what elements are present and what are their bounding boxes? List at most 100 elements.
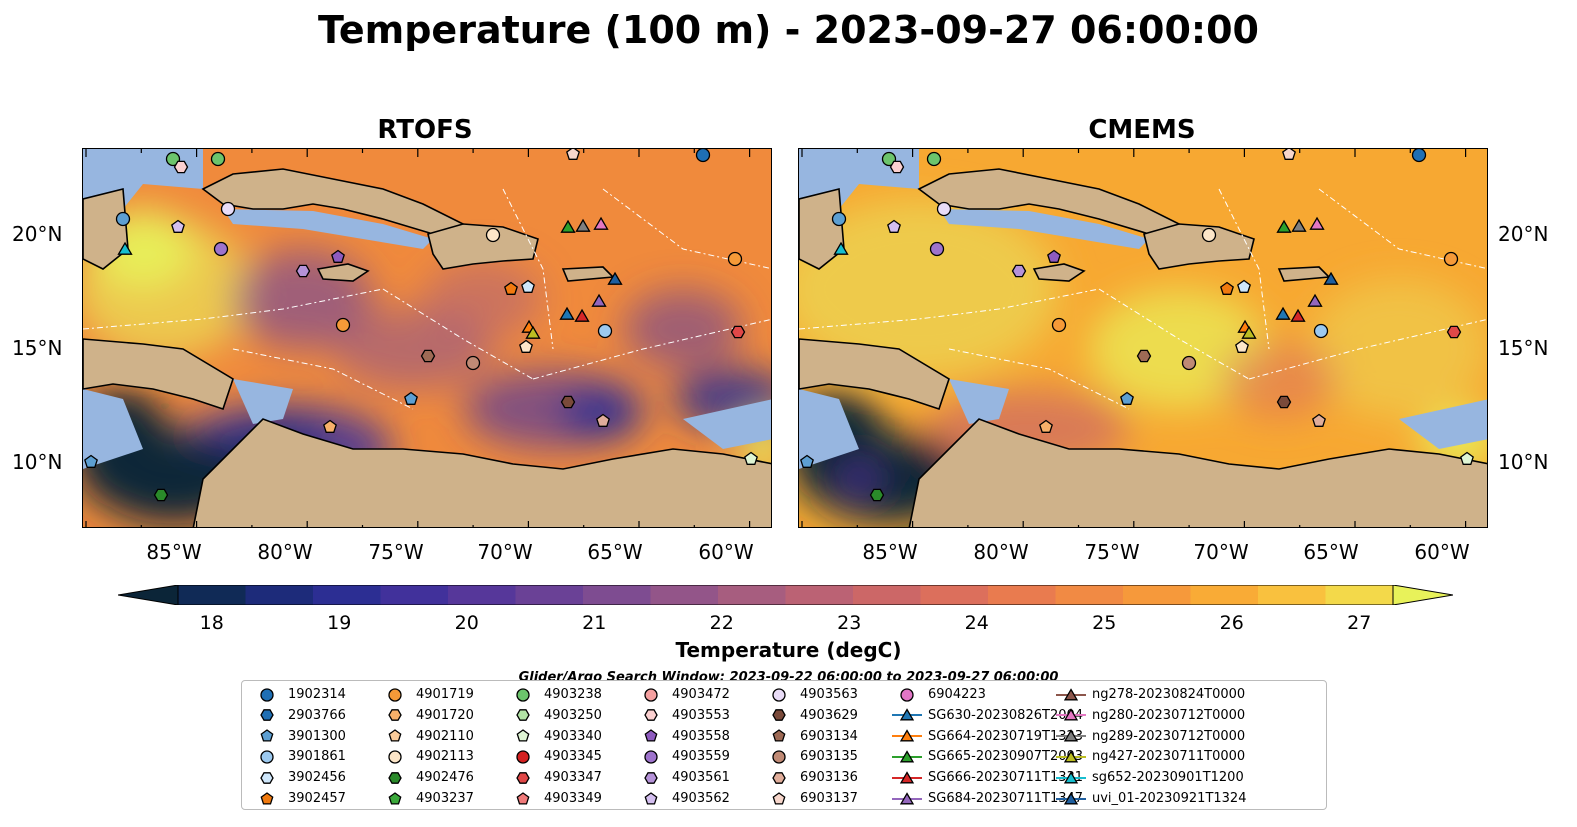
legend-entry: 4903559 bbox=[636, 747, 730, 767]
float-marker bbox=[1201, 227, 1217, 243]
colorbar-tick: 25 bbox=[1092, 612, 1117, 634]
circle-marker-icon bbox=[388, 687, 402, 702]
colorbar-tick: 21 bbox=[582, 612, 607, 634]
eez-boundary bbox=[83, 288, 384, 330]
float-marker bbox=[485, 227, 501, 243]
legend-label: 6903134 bbox=[800, 728, 858, 744]
legend-label: 4903340 bbox=[544, 728, 602, 744]
float-marker bbox=[525, 325, 541, 339]
panel-title-cmems: CMEMS bbox=[1088, 115, 1196, 145]
legend-label: SG664-20230719T1323 bbox=[928, 728, 1084, 744]
legend-label: sg652-20230901T1200 bbox=[1092, 770, 1244, 786]
float-marker bbox=[1235, 339, 1249, 353]
shallow-shelf bbox=[233, 379, 293, 424]
float-marker bbox=[727, 251, 743, 267]
lon-tick: 80°W bbox=[973, 540, 1029, 564]
float-marker bbox=[695, 149, 711, 163]
float-marker bbox=[1051, 317, 1067, 333]
colorbar-bin bbox=[853, 585, 922, 605]
float-marker bbox=[1312, 413, 1326, 427]
colorbar-bin bbox=[1055, 585, 1124, 605]
legend-label: 4901719 bbox=[416, 687, 474, 702]
lon-tick: 65°W bbox=[587, 540, 643, 564]
shallow-shelf bbox=[799, 389, 859, 469]
map-panel-rtofs[interactable] bbox=[82, 148, 772, 528]
land-mass bbox=[83, 338, 234, 411]
triangle-marker-icon bbox=[1056, 770, 1086, 784]
triangle-marker-icon bbox=[892, 791, 922, 804]
eez-boundary bbox=[532, 318, 771, 380]
triangle-marker-icon bbox=[892, 708, 922, 721]
float-marker bbox=[213, 241, 229, 257]
circle-marker-icon bbox=[260, 750, 274, 764]
legend-label: 3902456 bbox=[288, 770, 346, 786]
float-marker bbox=[153, 488, 169, 502]
lon-tick: 85°W bbox=[862, 540, 918, 564]
float-marker bbox=[173, 160, 189, 174]
colorbar-tick: 24 bbox=[964, 612, 989, 634]
temperature-patch bbox=[423, 259, 543, 339]
lon-tick: 75°W bbox=[1084, 540, 1140, 564]
colorbar-bin bbox=[1123, 585, 1192, 605]
legend-label: SG665-20230907T2003 bbox=[928, 749, 1084, 765]
lon-tick: 60°W bbox=[698, 540, 754, 564]
colorbar-bin bbox=[785, 585, 854, 605]
float-marker bbox=[519, 339, 533, 353]
legend-entry: 6903135 bbox=[764, 747, 858, 767]
legend-entry: SG630-20230826T2004 bbox=[892, 706, 1083, 726]
legend-entry: SG664-20230719T1323 bbox=[892, 727, 1083, 747]
float-marker bbox=[1181, 355, 1197, 371]
legend-label: 4902113 bbox=[416, 749, 474, 765]
legend-label: 4901720 bbox=[416, 707, 474, 723]
float-marker bbox=[171, 219, 185, 233]
legend-entry: 6903136 bbox=[764, 768, 858, 788]
legend-label: SG684-20230711T1347 bbox=[928, 791, 1084, 806]
float-marker bbox=[504, 281, 518, 295]
pentagon-marker-icon bbox=[644, 791, 658, 805]
float-marker bbox=[1241, 325, 1257, 339]
pentagon-marker-icon bbox=[516, 729, 530, 742]
pentagon-marker-icon bbox=[644, 729, 658, 742]
float-marker bbox=[607, 271, 623, 285]
land-mass bbox=[316, 263, 370, 282]
lat-tick-left: 10°N bbox=[12, 450, 63, 474]
eez-boundary bbox=[232, 348, 414, 410]
colorbar-tick: 19 bbox=[327, 612, 352, 634]
float-marker bbox=[929, 241, 945, 257]
circle-marker-icon bbox=[772, 750, 786, 764]
legend-label: 4903559 bbox=[672, 749, 730, 765]
legend-entry: 4902113 bbox=[380, 747, 474, 767]
float-marker bbox=[889, 160, 905, 174]
map-panel-cmems[interactable] bbox=[798, 148, 1488, 528]
legend-entry: 6904223 bbox=[892, 685, 986, 705]
triangle-marker-icon bbox=[892, 729, 922, 742]
eez-boundary bbox=[1248, 318, 1487, 380]
float-marker bbox=[833, 241, 849, 255]
legend-entry: 3902456 bbox=[252, 768, 346, 788]
circle-marker-icon bbox=[516, 687, 530, 702]
float-marker bbox=[1237, 279, 1251, 293]
float-marker bbox=[1443, 251, 1459, 267]
pentagon-marker-icon bbox=[516, 791, 530, 805]
float-marker bbox=[1120, 391, 1134, 405]
hexagon-marker-icon bbox=[516, 709, 530, 722]
legend-entry: 4903561 bbox=[636, 768, 730, 788]
circle-marker-icon bbox=[388, 750, 402, 764]
hexagon-marker-icon bbox=[772, 709, 786, 722]
colorbar-bin bbox=[515, 585, 584, 605]
legend-entry: 2903766 bbox=[252, 706, 346, 726]
float-marker bbox=[591, 293, 607, 307]
float-marker bbox=[1411, 149, 1427, 163]
hexagon-marker-icon bbox=[260, 709, 274, 722]
legend-entry: 4903562 bbox=[636, 789, 730, 809]
float-marker bbox=[1136, 349, 1152, 363]
temperature-patch bbox=[1219, 339, 1339, 419]
land-mass bbox=[1032, 263, 1086, 282]
float-marker bbox=[1323, 271, 1339, 285]
lon-tick: 75°W bbox=[368, 540, 424, 564]
float-marker bbox=[744, 451, 758, 465]
circle-marker-icon bbox=[900, 687, 914, 702]
legend-label: 6904223 bbox=[928, 687, 986, 702]
legend-label: 4903562 bbox=[672, 791, 730, 806]
float-marker bbox=[1460, 451, 1474, 465]
